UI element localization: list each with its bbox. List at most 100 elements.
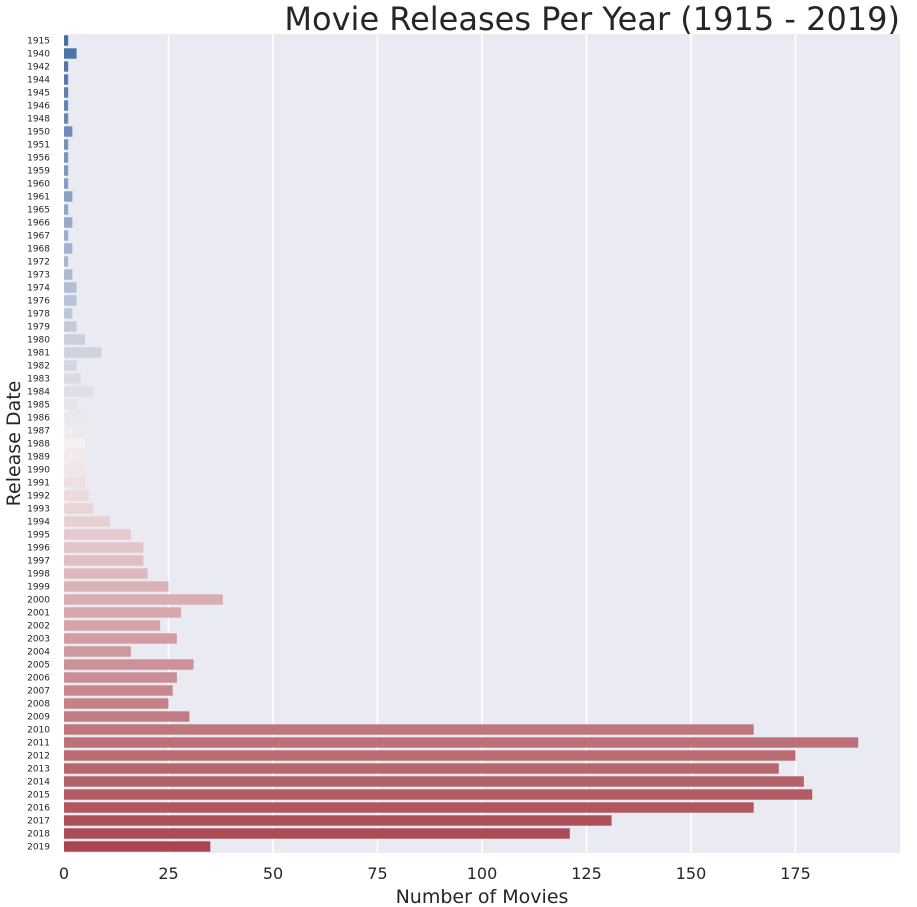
bar-1979: [64, 321, 77, 332]
y-tick-label: 1987: [27, 427, 50, 437]
y-tick-label: 1960: [27, 180, 50, 190]
y-tick-label: 2011: [27, 739, 50, 749]
bar-1983: [64, 373, 81, 384]
x-tick-label: 125: [571, 864, 602, 883]
y-tick-label: 1961: [27, 193, 50, 203]
y-tick-label: 1965: [27, 206, 50, 216]
y-tick-label: 1989: [27, 453, 50, 463]
bar-1973: [64, 269, 73, 280]
bar-1990: [64, 464, 85, 475]
x-tick-label: 0: [59, 864, 69, 883]
y-tick-label: 2010: [27, 726, 50, 736]
y-tick-label: 1978: [27, 310, 50, 320]
bar-1976: [64, 295, 77, 306]
y-tick-label: 1990: [27, 466, 50, 476]
bar-2019: [64, 841, 211, 852]
y-tick-label: 2014: [27, 778, 50, 788]
x-tick-label: 75: [367, 864, 387, 883]
y-tick-label: 2006: [27, 674, 50, 684]
y-tick-label: 1993: [27, 505, 50, 515]
y-tick-label: 1956: [27, 154, 50, 164]
x-axis-label: Number of Movies: [396, 886, 569, 907]
y-tick-label: 1996: [27, 544, 50, 554]
y-tick-label: 2017: [27, 817, 50, 827]
y-tick-label: 2007: [27, 687, 50, 697]
y-tick-label: 1950: [27, 128, 50, 138]
bar-1968: [64, 243, 73, 254]
bar-1989: [64, 451, 85, 462]
bar-1961: [64, 191, 73, 202]
bar-1985: [64, 399, 77, 410]
bar-1987: [64, 425, 73, 436]
bar-2000: [64, 594, 223, 605]
y-tick-label: 1999: [27, 583, 50, 593]
bar-1974: [64, 282, 77, 293]
y-tick-label: 1983: [27, 375, 50, 385]
y-tick-label: 2015: [27, 791, 50, 801]
bar-1942: [64, 61, 69, 72]
bar-2009: [64, 711, 190, 722]
y-tick-label: 1948: [27, 115, 50, 125]
y-tick-label: 2008: [27, 700, 50, 710]
bar-1972: [64, 256, 69, 267]
bar-2003: [64, 633, 177, 644]
x-tick-label: 25: [158, 864, 178, 883]
y-tick-label: 1998: [27, 570, 50, 580]
bar-1991: [64, 477, 85, 488]
x-tick-label: 175: [780, 864, 811, 883]
bar-1992: [64, 490, 90, 501]
chart-title: Movie Releases Per Year (1915 - 2019): [284, 0, 900, 38]
bar-1944: [64, 74, 69, 85]
bar-2004: [64, 646, 131, 657]
y-tick-label: 2002: [27, 622, 50, 632]
y-tick-label: 1968: [27, 245, 50, 255]
y-tick-label: 2019: [27, 843, 50, 853]
bar-1946: [64, 100, 69, 111]
y-tick-label: 1982: [27, 362, 50, 372]
y-tick-label: 1946: [27, 102, 50, 112]
x-tick-label: 100: [467, 864, 498, 883]
bar-1960: [64, 178, 69, 189]
y-tick-label: 1991: [27, 479, 50, 489]
y-tick-label: 1980: [27, 336, 50, 346]
y-tick-label: 2009: [27, 713, 50, 723]
bar-1995: [64, 529, 131, 540]
bar-2007: [64, 685, 173, 696]
bars: [64, 35, 859, 852]
y-tick-label: 2016: [27, 804, 50, 814]
y-tick-label: 1942: [27, 63, 50, 73]
y-tick-label: 2012: [27, 752, 50, 762]
bar-1993: [64, 503, 94, 514]
y-tick-label: 1979: [27, 323, 50, 333]
bar-1998: [64, 568, 148, 579]
bar-2014: [64, 776, 804, 787]
bar-1956: [64, 152, 69, 163]
y-tick-label: 2018: [27, 830, 50, 840]
bar-2011: [64, 737, 859, 748]
y-tick-label: 1944: [27, 76, 50, 86]
bar-2010: [64, 724, 754, 735]
y-tick-labels: 1915 1940 1942 1944 1945 1946 1948 1950 1951 1956…: [27, 37, 50, 853]
y-tick-label: 1984: [27, 388, 50, 398]
bar-1967: [64, 230, 69, 241]
y-tick-label: 1992: [27, 492, 50, 502]
bar-1980: [64, 334, 85, 345]
y-tick-label: 1966: [27, 219, 50, 229]
bar-1996: [64, 542, 144, 553]
bar-1988: [64, 438, 85, 449]
y-tick-label: 1981: [27, 349, 50, 359]
bar-1950: [64, 126, 73, 137]
bar-1951: [64, 139, 69, 150]
x-tick-label: 150: [676, 864, 707, 883]
y-tick-label: 1959: [27, 167, 50, 177]
y-tick-label: 1972: [27, 258, 50, 268]
y-tick-label: 1994: [27, 518, 50, 528]
bar-2008: [64, 698, 169, 709]
y-tick-label: 2003: [27, 635, 50, 645]
y-tick-label: 2005: [27, 661, 50, 671]
x-tick-labels: 0 25 50 75 100 125 150 175: [59, 864, 811, 883]
bar-2006: [64, 672, 177, 683]
bar-1966: [64, 217, 73, 228]
y-tick-label: 1967: [27, 232, 50, 242]
